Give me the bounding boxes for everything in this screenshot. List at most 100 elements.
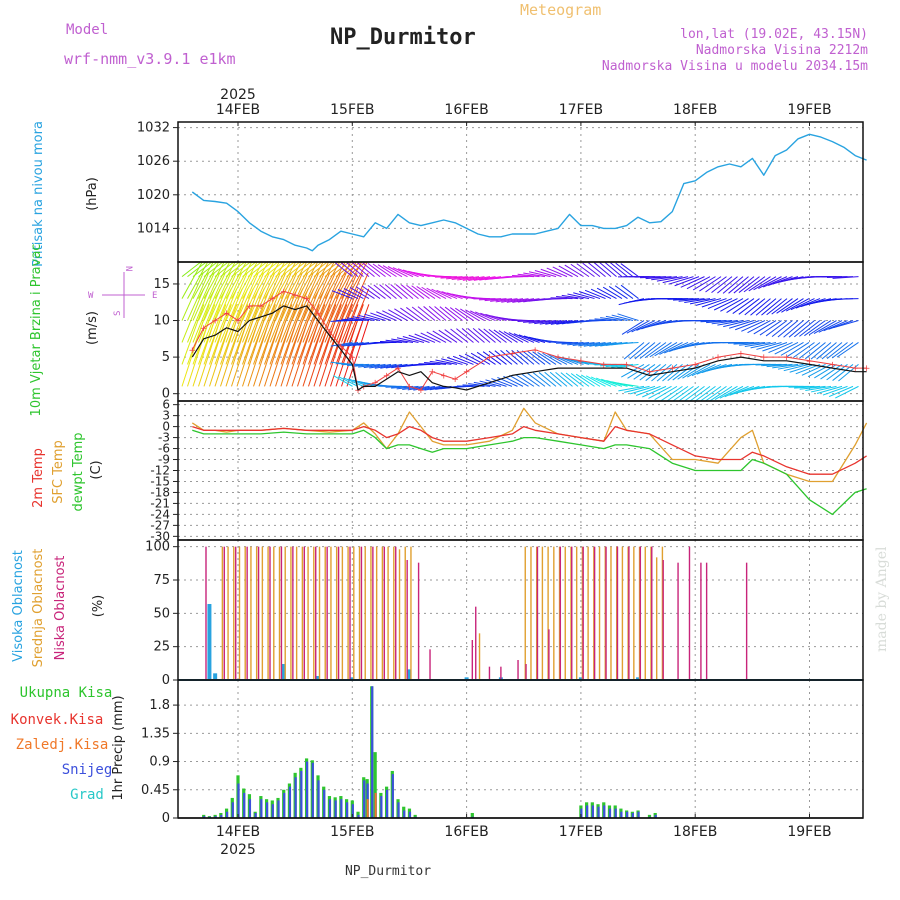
wind-barb	[253, 272, 276, 321]
wind-barb	[258, 288, 282, 343]
low-cloud-bar	[383, 546, 386, 680]
wind-barb	[416, 286, 436, 299]
snow-bar	[626, 811, 629, 818]
wind-barb	[319, 272, 342, 321]
wind-barb	[302, 272, 325, 321]
wind-title: 10m Vjetar Brzina i Pravac	[29, 244, 44, 417]
mid-cloud-bar	[238, 546, 241, 680]
wind-barb	[695, 298, 722, 306]
high-cloud-bar	[636, 677, 641, 680]
wind-barb	[275, 288, 298, 343]
wind-barb	[297, 304, 320, 365]
wind-barb	[358, 314, 381, 322]
wind-barb	[225, 288, 249, 343]
wind-barb	[701, 363, 727, 374]
mid-cloud-bar	[313, 546, 315, 680]
snow-bar	[391, 774, 394, 818]
wind-barb	[423, 306, 441, 321]
wind-barb	[560, 372, 579, 387]
wind-barb	[517, 273, 540, 278]
mid-cloud-bar	[541, 546, 544, 680]
gust-marker: +	[200, 324, 208, 334]
wind-barb	[826, 364, 848, 381]
y-tick-label: -30	[150, 529, 170, 543]
wind-barb	[527, 372, 546, 387]
wind-barb	[308, 304, 331, 365]
wind-barb	[579, 291, 601, 300]
mid-cloud-bar	[615, 546, 618, 680]
low-cloud-bar	[315, 546, 317, 680]
snow-bar	[371, 686, 374, 818]
meteogram-label: Meteogram	[520, 1, 601, 19]
wind-barb	[488, 350, 507, 365]
wind-barb	[377, 264, 397, 278]
wind-barb	[396, 385, 419, 390]
wind-barb	[302, 261, 323, 278]
wind-barb	[539, 320, 562, 325]
mid-cloud-bar	[307, 546, 309, 680]
wind-barb	[786, 342, 810, 357]
wind-barb	[351, 262, 370, 278]
wind-barb	[401, 284, 419, 299]
wind-barb	[434, 276, 458, 278]
wind-barb	[593, 262, 612, 278]
wind-barb	[750, 341, 777, 349]
snow-bar	[363, 780, 366, 818]
wind-barb	[505, 349, 524, 365]
snow-bar	[328, 799, 332, 818]
wind-barb	[192, 272, 215, 321]
wind-barb	[387, 266, 408, 278]
gust-marker: +	[714, 353, 722, 363]
wind-barb	[482, 351, 502, 365]
wind-barb	[385, 385, 408, 388]
wind-barb	[225, 304, 249, 365]
snow-bar	[580, 808, 583, 818]
wind-barb	[570, 373, 590, 387]
wind-barb	[765, 320, 788, 337]
wind-barb	[192, 304, 216, 365]
wind-barb	[696, 363, 722, 375]
snow-bar	[305, 761, 309, 818]
wind-barb	[804, 342, 826, 360]
wind-barb	[639, 364, 661, 381]
gust-marker: +	[554, 353, 562, 363]
pressure-line	[191, 133, 867, 252]
wind-barb	[275, 272, 298, 321]
top-day-label: 18FEB	[673, 102, 717, 118]
wind-barb	[722, 276, 744, 294]
wind-barb	[362, 262, 381, 278]
wind-barb	[441, 291, 463, 300]
wind-barb	[341, 341, 364, 347]
mid-cloud-title: Srednja Oblacnost	[31, 549, 46, 668]
mid-cloud-bar	[324, 546, 326, 680]
bottom-year-label: 2025	[220, 842, 256, 858]
wind-barb	[512, 274, 535, 278]
mid-cloud-bar	[581, 546, 584, 680]
wind-barb	[720, 298, 744, 312]
wind-barb	[513, 333, 535, 343]
wind-barb	[181, 261, 202, 278]
mid-cloud-bar	[335, 546, 338, 680]
gust-marker: +	[806, 357, 814, 367]
wind-barb	[691, 363, 716, 377]
gust-marker: +	[486, 353, 494, 363]
snow-bar	[340, 799, 343, 818]
snow-bar	[214, 816, 217, 818]
mid-cloud-bar	[564, 546, 566, 680]
wind-barb	[672, 364, 694, 381]
wind-barb	[337, 289, 359, 300]
wind-barb	[772, 363, 799, 369]
sfc-title: SFC Temp	[51, 440, 66, 504]
wind-barb	[629, 385, 656, 395]
wind-barb	[634, 342, 656, 360]
y-tick-label: 1014	[137, 221, 170, 236]
wind-barb	[735, 320, 760, 331]
compass-east: E	[152, 291, 157, 301]
mid-cloud-bar	[387, 546, 389, 680]
wind-barb	[413, 385, 436, 391]
wind-barb	[692, 276, 716, 291]
low-cloud-bar	[705, 562, 708, 680]
snow-bar	[288, 786, 292, 818]
snow-bar	[403, 810, 406, 818]
gust-marker: +	[863, 364, 871, 374]
